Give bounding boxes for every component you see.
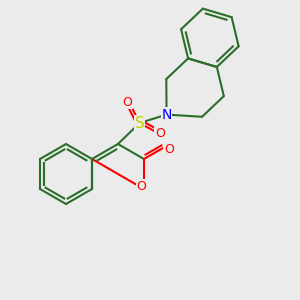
Text: N: N (161, 108, 172, 122)
Text: O: O (136, 180, 146, 193)
Text: O: O (122, 95, 132, 109)
Text: O: O (155, 127, 165, 140)
Text: S: S (135, 116, 144, 130)
Text: O: O (164, 143, 174, 156)
